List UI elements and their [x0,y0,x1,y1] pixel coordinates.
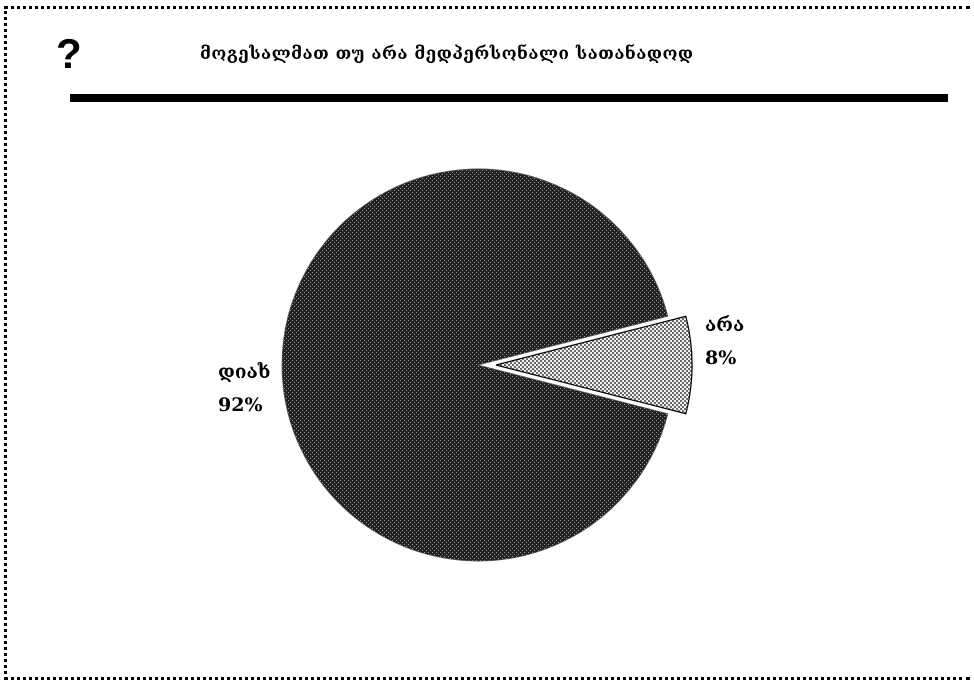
chart-title: მოგესალმათ თუ არა მედპერსონალი სათანადოდ [200,44,694,64]
label-yes-name: დიახ [218,361,271,383]
label-yes-percent: 92% [218,394,263,416]
pie-slice-no [495,315,693,415]
label-no-name: არა [705,314,744,336]
title-rule [70,94,948,102]
dotted-frame [4,6,970,680]
label-no-percent: 8% [705,347,736,369]
pie-slice-yes [281,168,669,562]
question-mark-icon: ? [56,30,82,77]
